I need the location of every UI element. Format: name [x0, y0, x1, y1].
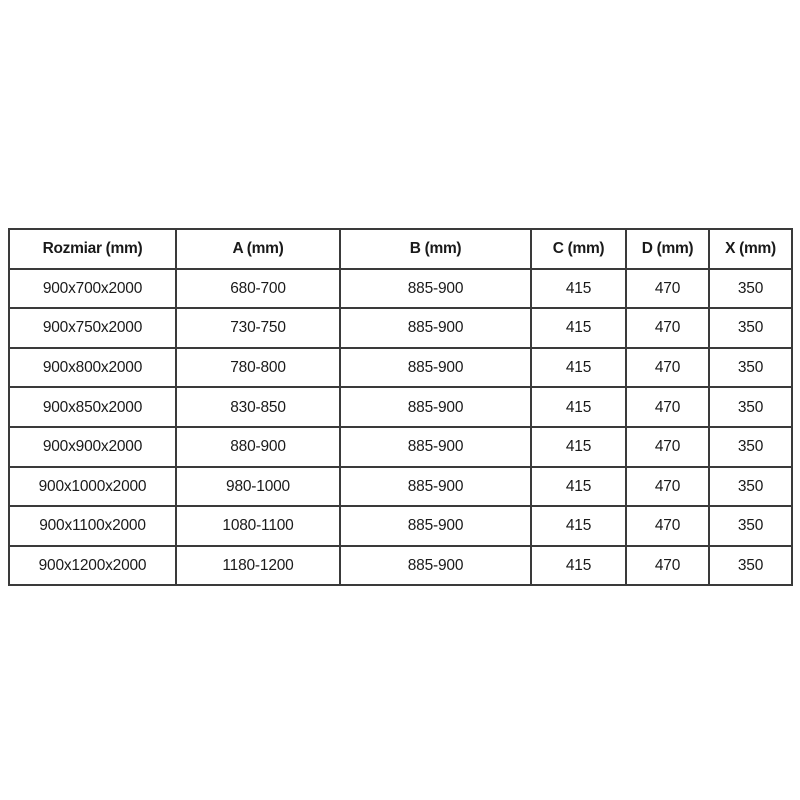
cell-x: 350: [708, 346, 793, 389]
cell-d: 470: [625, 544, 710, 587]
cell-d: 470: [625, 425, 710, 468]
table-header-row: Rozmiar (mm) A (mm) B (mm) C (mm) D (mm)…: [8, 228, 793, 270]
column-header-size: Rozmiar (mm): [8, 228, 177, 270]
cell-b: 885-900: [339, 346, 532, 389]
cell-x: 350: [708, 425, 793, 468]
table-row: 900x850x2000 830-850 885-900 415 470 350: [8, 386, 793, 428]
cell-size: 900x1000x2000: [8, 465, 177, 508]
table-body: 900x700x2000 680-700 885-900 415 470 350…: [8, 267, 793, 587]
cell-b: 885-900: [339, 386, 532, 428]
table-row: 900x750x2000 730-750 885-900 415 470 350: [8, 307, 793, 349]
cell-b: 885-900: [339, 465, 532, 508]
cell-d: 470: [625, 267, 710, 310]
table-row: 900x1000x2000 980-1000 885-900 415 470 3…: [8, 465, 793, 508]
cell-a: 680-700: [175, 267, 341, 310]
cell-size: 900x900x2000: [8, 425, 177, 468]
cell-size: 900x750x2000: [8, 307, 177, 349]
column-header-d: D (mm): [625, 228, 710, 270]
cell-x: 350: [708, 544, 793, 587]
table-row: 900x900x2000 880-900 885-900 415 470 350: [8, 425, 793, 468]
cell-d: 470: [625, 346, 710, 389]
column-header-x: X (mm): [708, 228, 793, 270]
cell-d: 470: [625, 307, 710, 349]
cell-a: 1080-1100: [175, 505, 341, 547]
cell-a: 730-750: [175, 307, 341, 349]
cell-c: 415: [530, 544, 627, 587]
table-row: 900x700x2000 680-700 885-900 415 470 350: [8, 267, 793, 310]
cell-a: 980-1000: [175, 465, 341, 508]
cell-c: 415: [530, 386, 627, 428]
table-row: 900x1200x2000 1180-1200 885-900 415 470 …: [8, 544, 793, 587]
cell-x: 350: [708, 267, 793, 310]
cell-size: 900x700x2000: [8, 267, 177, 310]
cell-x: 350: [708, 307, 793, 349]
cell-b: 885-900: [339, 307, 532, 349]
cell-b: 885-900: [339, 505, 532, 547]
specification-table-container: Rozmiar (mm) A (mm) B (mm) C (mm) D (mm)…: [8, 228, 793, 587]
cell-b: 885-900: [339, 267, 532, 310]
cell-c: 415: [530, 346, 627, 389]
cell-c: 415: [530, 465, 627, 508]
cell-a: 780-800: [175, 346, 341, 389]
table-row: 900x1100x2000 1080-1100 885-900 415 470 …: [8, 505, 793, 547]
table-header: Rozmiar (mm) A (mm) B (mm) C (mm) D (mm)…: [8, 228, 793, 270]
cell-d: 470: [625, 465, 710, 508]
cell-size: 900x850x2000: [8, 386, 177, 428]
cell-c: 415: [530, 425, 627, 468]
cell-x: 350: [708, 386, 793, 428]
column-header-c: C (mm): [530, 228, 627, 270]
cell-a: 1180-1200: [175, 544, 341, 587]
cell-c: 415: [530, 267, 627, 310]
cell-a: 830-850: [175, 386, 341, 428]
cell-d: 470: [625, 505, 710, 547]
cell-size: 900x1100x2000: [8, 505, 177, 547]
cell-a: 880-900: [175, 425, 341, 468]
column-header-b: B (mm): [339, 228, 532, 270]
cell-b: 885-900: [339, 425, 532, 468]
cell-c: 415: [530, 505, 627, 547]
cell-size: 900x1200x2000: [8, 544, 177, 587]
specification-table: Rozmiar (mm) A (mm) B (mm) C (mm) D (mm)…: [8, 228, 793, 587]
cell-x: 350: [708, 465, 793, 508]
cell-c: 415: [530, 307, 627, 349]
cell-d: 470: [625, 386, 710, 428]
column-header-a: A (mm): [175, 228, 341, 270]
cell-x: 350: [708, 505, 793, 547]
table-row: 900x800x2000 780-800 885-900 415 470 350: [8, 346, 793, 389]
cell-b: 885-900: [339, 544, 532, 587]
cell-size: 900x800x2000: [8, 346, 177, 389]
